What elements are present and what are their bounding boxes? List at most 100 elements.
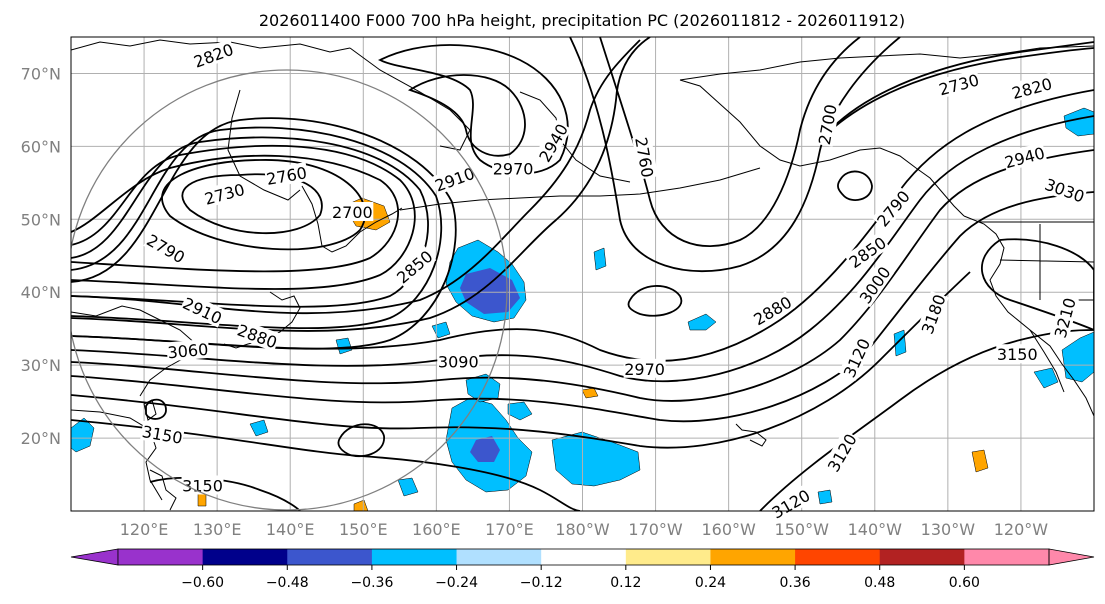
contour-label-background: [181, 475, 224, 495]
contour-label-background: [264, 162, 309, 189]
contour-north-east: [829, 41, 1094, 131]
contour-2730-low: [181, 173, 323, 235]
coastlines: [71, 39, 1094, 511]
colorbar-tick-label: 0.48: [864, 575, 895, 591]
contour-label-background: [1009, 72, 1055, 103]
longitude-label: 150°E: [339, 520, 388, 539]
contour-trough-alaska: [377, 44, 569, 175]
coastline-hawaii: [735, 423, 767, 447]
coastline-british-columbia: [879, 147, 965, 217]
longitude-label: 170°W: [628, 520, 683, 539]
contour-label: 2970: [492, 158, 535, 178]
contour-label-background: [437, 351, 480, 371]
colorbar-bin: [202, 549, 288, 565]
latitude-label: 60°N: [21, 137, 61, 156]
longitude-label: 150°W: [775, 520, 830, 539]
colorbar-tick-label: −0.12: [520, 575, 563, 591]
contour-3120-west: [71, 271, 971, 449]
colorbar-tick-label: −0.24: [435, 575, 478, 591]
contour-label-text: 3150: [997, 345, 1038, 364]
contour-trough-alaska-inner: [407, 74, 526, 157]
precip-blue-region: [687, 313, 717, 331]
contour-label-background: [623, 358, 666, 378]
contour-label-background: [632, 134, 659, 180]
contour-label-background: [916, 290, 949, 337]
contour-label-text: 2700: [332, 203, 373, 222]
contour-label: 3060: [166, 338, 210, 362]
colorbar-bin: [118, 549, 204, 565]
coastline-philippines: [149, 469, 177, 511]
coastline-kamchatka: [301, 185, 403, 253]
contour-label-background: [854, 262, 895, 308]
contour-2790: [71, 154, 399, 273]
precip-blue-region: [71, 417, 95, 453]
contour-label-text: 2970: [624, 360, 665, 379]
contour-label-background: [234, 319, 281, 352]
contour-label-background: [767, 484, 814, 523]
contour-north-east: [819, 47, 1094, 141]
contour-label-background: [996, 344, 1039, 364]
contour-label-background: [1001, 142, 1048, 172]
contour-label-background: [201, 178, 248, 208]
contour-label-text: 3060: [167, 340, 209, 362]
contour-3150-west: [71, 419, 581, 511]
contour-low-alaska-gulf: [837, 170, 873, 201]
coastline-aleutians: [399, 167, 761, 211]
contour-label-background: [813, 102, 840, 147]
colorbar-tick-label: 0.24: [695, 575, 726, 591]
colorbar-tick-label: −0.60: [181, 575, 224, 591]
colorbar-bin: [287, 549, 373, 565]
longitude-label: 130°W: [921, 520, 976, 539]
coastline-chukotka: [349, 47, 471, 151]
latitude-tick-labels: 20°N 30°N 40°N 50°N 60°N 70°N: [21, 64, 61, 448]
colorbar-bin: [371, 549, 458, 565]
contour-label-background: [140, 420, 185, 447]
contour-3150-south: [149, 476, 301, 511]
precip-blue-region: [1033, 367, 1059, 389]
colorbar-bin: [879, 549, 965, 565]
colorbar-bin: [964, 549, 1050, 565]
latitude-label: 20°N: [21, 429, 61, 448]
coastline-siberia-north: [71, 39, 351, 53]
contour-label-background: [331, 202, 374, 222]
contour-main-2940: [71, 39, 641, 315]
colorbar: −0.60 −0.48 −0.36 −0.24 −0.12 0.12 0.24 0.36 0.4…: [70, 548, 1095, 591]
contour-2820: [71, 144, 416, 290]
contour-label-text: 2970: [493, 159, 534, 178]
precip-blue-region: [817, 489, 833, 505]
coastline-alaska-south: [679, 79, 881, 167]
longitude-label: 160°W: [701, 520, 756, 539]
contour-2760-low: [161, 159, 366, 251]
precipitation-shading: [71, 107, 1094, 511]
precip-orange-region: [971, 449, 989, 473]
colorbar-outline: [117, 548, 1050, 566]
map-frame: [70, 36, 1095, 512]
contour-label: 2700: [331, 202, 374, 222]
contour-closed-3150: [337, 423, 385, 458]
longitude-label: 140°W: [848, 520, 903, 539]
colorbar-tick-label: 0.36: [780, 575, 811, 591]
longitude-label: 130°E: [193, 520, 242, 539]
colorbar-bin: [710, 549, 796, 565]
longitude-label: 180°W: [555, 520, 610, 539]
contour-label-background: [935, 69, 982, 99]
contour-label-background: [844, 231, 890, 272]
coastline-okhotsk: [227, 89, 301, 201]
contour-2850-west: [71, 136, 429, 308]
contour-label-background: [838, 334, 874, 381]
coastline-us-west: [963, 215, 1094, 417]
colorbar-extend-low: [70, 548, 119, 566]
contour-label-background: [534, 119, 572, 166]
contour-label-background: [492, 158, 535, 178]
latitude-label: 70°N: [21, 64, 61, 83]
precip-blue-region: [1061, 331, 1094, 383]
contour-label-background: [190, 38, 237, 71]
latitude-label: 40°N: [21, 283, 61, 302]
longitude-label: 120°W: [994, 520, 1049, 539]
precip-blue-region: [593, 247, 607, 271]
contour-label: 2970: [623, 358, 666, 379]
precip-darkblue-region: [470, 436, 500, 462]
precip-blue-region: [507, 401, 533, 421]
contour-label: 3150: [181, 475, 224, 495]
